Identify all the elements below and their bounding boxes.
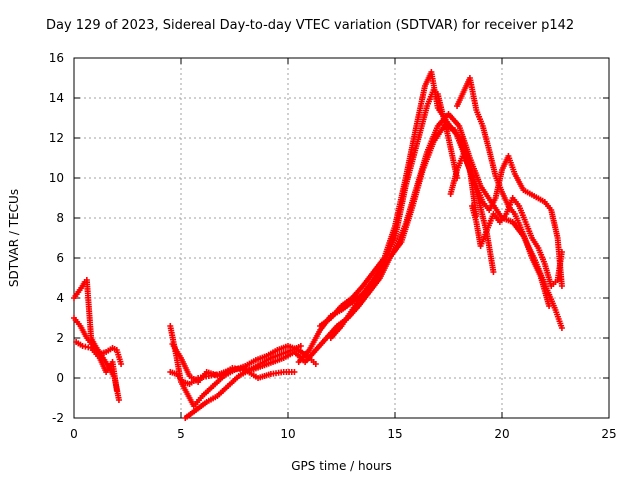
series-13 [469, 195, 565, 289]
axis-ticks [73, 57, 610, 419]
series-1 [71, 277, 122, 403]
y-axis-label: SDTVAR / TECUs [7, 189, 21, 287]
y-tick-label: 10 [49, 171, 64, 185]
series-9 [317, 69, 480, 329]
y-tick-label: 0 [56, 371, 64, 385]
series-10 [327, 111, 565, 341]
data-point [291, 369, 298, 375]
data-point [312, 361, 319, 367]
data-point [297, 343, 304, 349]
series-12 [454, 75, 553, 309]
data-point [558, 283, 565, 289]
y-tick-label: 2 [56, 331, 64, 345]
x-tick-label: 5 [177, 427, 185, 441]
tick-labels: 0 5 10 15 20 25 -2 0 2 4 6 8 10 12 14 16 [49, 51, 617, 441]
data-point [115, 397, 122, 403]
series-2 [71, 315, 125, 367]
series-5 [167, 123, 497, 387]
y-tick-label: -2 [52, 411, 64, 425]
data-point [113, 387, 120, 393]
data-series [71, 69, 565, 421]
grid-lines [74, 58, 609, 418]
series-7 [182, 343, 304, 421]
y-tick-label: 8 [56, 211, 64, 225]
data-point [490, 269, 497, 275]
data-point [558, 325, 565, 331]
y-tick-label: 16 [49, 51, 64, 65]
x-tick-label: 10 [280, 427, 295, 441]
data-point [546, 303, 553, 309]
y-tick-label: 12 [49, 131, 64, 145]
y-tick-label: 14 [49, 91, 64, 105]
chart-title: Day 129 of 2023, Sidereal Day-to-day VTE… [46, 18, 575, 33]
x-tick-label: 15 [387, 427, 402, 441]
series-3 [73, 339, 120, 393]
y-tick-label: 6 [56, 251, 64, 265]
plot-frame [73, 57, 610, 419]
y-tick-label: 4 [56, 291, 64, 305]
x-tick-label: 20 [494, 427, 509, 441]
x-tick-label: 0 [70, 427, 78, 441]
x-tick-label: 25 [601, 427, 616, 441]
x-axis-label: GPS time / hours [291, 459, 392, 473]
data-point [118, 361, 125, 367]
data-point [558, 249, 565, 255]
